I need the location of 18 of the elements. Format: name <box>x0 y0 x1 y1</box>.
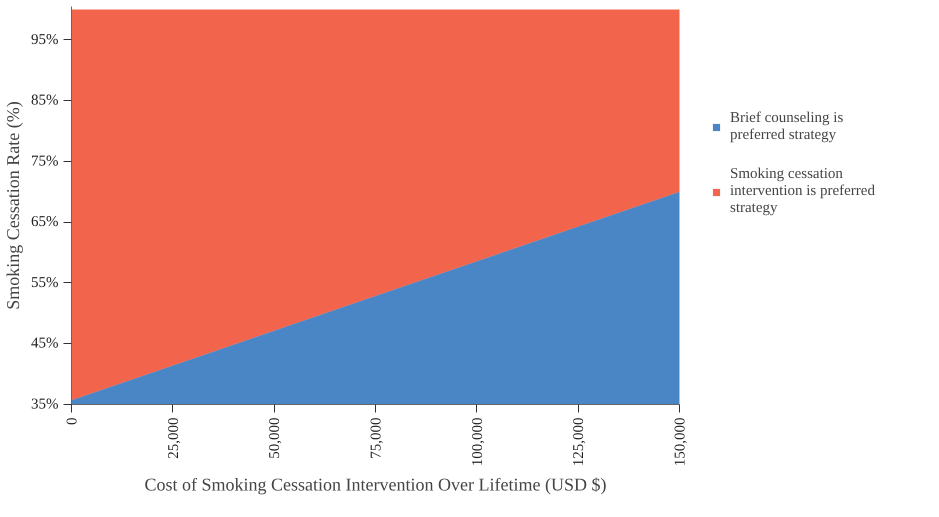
y-tick-label: 35% <box>31 396 59 412</box>
x-tick-label: 0 <box>64 418 80 425</box>
legend-label: Smoking cessation intervention is preferred strategy <box>730 166 875 217</box>
y-tick-label: 55% <box>31 274 59 291</box>
legend-label: Brief counseling is preferred strategy <box>730 110 844 144</box>
y-axis-title: Smoking Cessation Rate (%) <box>3 101 24 310</box>
x-tick-label: 125,000 <box>571 418 588 466</box>
x-tick-label: 100,000 <box>470 418 486 466</box>
x-tick-label: 75,000 <box>368 418 384 459</box>
y-tick-label: 45% <box>31 336 59 352</box>
y-tick-label: 65% <box>31 214 59 230</box>
x-tick-label: 150,000 <box>672 418 688 466</box>
x-tick-label: 25,000 <box>166 418 182 459</box>
y-tick-label: 75% <box>31 153 59 170</box>
x-tick-label: 50,000 <box>267 418 284 459</box>
x-axis-title: Cost of Smoking Cessation Intervention Over Lifetime (USD $) <box>144 474 606 494</box>
y-tick-label: 85% <box>31 92 59 109</box>
y-tick-label: 95% <box>31 32 59 48</box>
